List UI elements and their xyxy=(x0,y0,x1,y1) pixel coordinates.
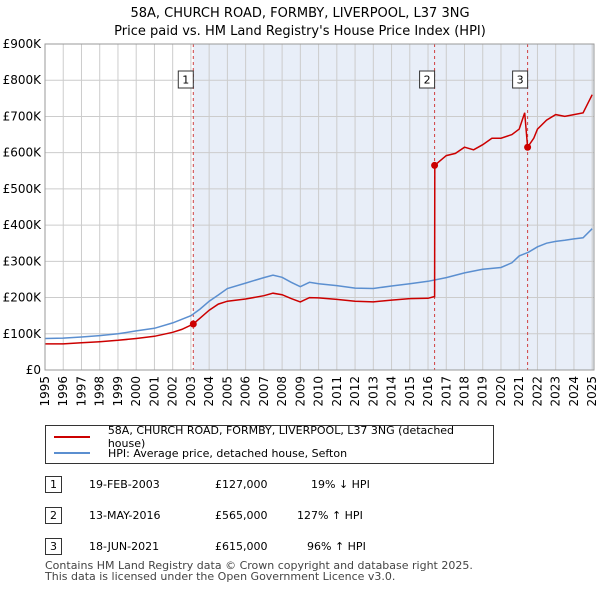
sale-hpi-delta: 19% ↓ HPI xyxy=(311,478,370,491)
x-tick-label: 1995 xyxy=(38,376,52,407)
y-tick-label: £600K xyxy=(3,146,43,160)
sale-point xyxy=(431,161,439,169)
y-tick-label: £900K xyxy=(3,37,43,51)
y-tick-label: £800K xyxy=(3,73,43,87)
sale-hpi-delta: 127% ↑ HPI xyxy=(297,509,363,522)
sale-hpi-delta: 96% ↑ HPI xyxy=(307,540,366,553)
sale-label-box xyxy=(512,70,529,89)
legend-swatch-hpi xyxy=(54,452,90,454)
y-tick-label: £200K xyxy=(3,291,43,305)
footer: Contains HM Land Registry data © Crown c… xyxy=(45,560,473,582)
y-tick-label: £400K xyxy=(3,218,43,232)
sale-row: 1 19-FEB-2003 £127,000 19% ↓ HPI xyxy=(45,476,565,494)
x-tick-label: 2007 xyxy=(257,376,271,407)
chart-subtitle: Price paid vs. HM Land Registry's House … xyxy=(114,24,486,39)
x-tick-label: 2010 xyxy=(312,376,326,407)
x-tick-label: 1999 xyxy=(111,376,125,407)
sale-row: 2 13-MAY-2016 £565,000 127% ↑ HPI xyxy=(45,507,565,525)
x-tick-label: 2008 xyxy=(275,376,289,407)
x-tick-label: 2001 xyxy=(147,376,161,407)
sale-number-badge: 3 xyxy=(45,538,62,555)
sale-point xyxy=(189,320,197,328)
sale-label-box xyxy=(419,70,436,89)
license-notice: This data is licensed under the Open Gov… xyxy=(45,570,396,583)
x-tick-label: 2005 xyxy=(220,376,234,407)
copyright-notice: Contains HM Land Registry data © Crown c… xyxy=(45,559,473,572)
sale-label-box xyxy=(177,70,194,89)
x-tick-label: 2013 xyxy=(366,376,380,407)
x-tick-label: 2017 xyxy=(439,376,453,407)
x-tick-label: 2004 xyxy=(202,376,216,407)
plot-frame xyxy=(44,43,595,371)
sale-number-badge: 2 xyxy=(45,507,62,524)
x-tick-label: 2014 xyxy=(385,376,399,407)
sale-date: 13-MAY-2016 xyxy=(89,509,161,522)
sale-label-number: 3 xyxy=(517,74,524,87)
shaded-period xyxy=(193,44,594,370)
sale-price: £127,000 xyxy=(215,478,268,491)
y-tick-label: £300K xyxy=(3,254,43,268)
y-tick-label: £100K xyxy=(3,327,43,341)
legend-swatch-property xyxy=(54,436,90,438)
x-tick-label: 2018 xyxy=(458,376,472,407)
x-tick-label: 2003 xyxy=(184,376,198,407)
x-tick-label: 1997 xyxy=(74,376,88,407)
sale-point xyxy=(524,143,532,151)
price-chart: £0 £100K £200K £300K £400K £500K £600K £700K £80… xyxy=(3,37,600,407)
hpi-series-line xyxy=(44,228,593,340)
y-tick-label: £700K xyxy=(3,109,43,123)
sale-date: 18-JUN-2021 xyxy=(89,540,160,553)
x-tick-label: 2021 xyxy=(512,376,526,407)
y-tick-label: £0 xyxy=(26,363,41,377)
y-tick-label: £500K xyxy=(3,182,43,196)
sale-row: 3 18-JUN-2021 £615,000 96% ↑ HPI xyxy=(45,538,565,556)
property-series-line xyxy=(45,94,593,345)
chart-legend: 58A, CHURCH ROAD, FORMBY, LIVERPOOL, L37… xyxy=(45,424,494,464)
x-tick-label: 2020 xyxy=(494,376,508,407)
sale-price: £615,000 xyxy=(215,540,268,553)
x-tick-label: 2022 xyxy=(530,376,544,407)
x-tick-label: 1998 xyxy=(93,376,107,407)
x-tick-label: 2011 xyxy=(330,376,344,407)
sale-label-number: 1 xyxy=(182,74,189,87)
legend-item-property: 58A, CHURCH ROAD, FORMBY, LIVERPOOL, L37… xyxy=(54,424,493,450)
x-tick-label: 2023 xyxy=(549,376,563,407)
legend-label-hpi: HPI: Average price, detached house, Seft… xyxy=(108,446,348,460)
x-tick-label: 2000 xyxy=(129,376,143,407)
x-tick-label: 1996 xyxy=(56,376,70,407)
sale-number-badge: 1 xyxy=(45,476,62,493)
sale-label-number: 2 xyxy=(424,74,431,87)
x-tick-label: 2002 xyxy=(166,376,180,407)
x-tick-label: 2012 xyxy=(348,376,362,407)
sale-date: 19-FEB-2003 xyxy=(89,478,160,491)
x-tick-label: 2006 xyxy=(239,376,253,407)
x-tick-label: 2016 xyxy=(421,376,435,407)
legend-item-hpi: HPI: Average price, detached house, Seft… xyxy=(54,446,347,460)
x-tick-label: 2025 xyxy=(585,376,599,407)
x-tick-label: 2015 xyxy=(403,376,417,407)
legend-label-property: 58A, CHURCH ROAD, FORMBY, LIVERPOOL, L37… xyxy=(107,424,455,450)
chart-title: 58A, CHURCH ROAD, FORMBY, LIVERPOOL, L37… xyxy=(130,6,470,21)
sale-price: £565,000 xyxy=(215,509,268,522)
x-tick-label: 2024 xyxy=(567,376,581,407)
x-tick-label: 2019 xyxy=(476,376,490,407)
x-tick-label: 2009 xyxy=(293,376,307,407)
